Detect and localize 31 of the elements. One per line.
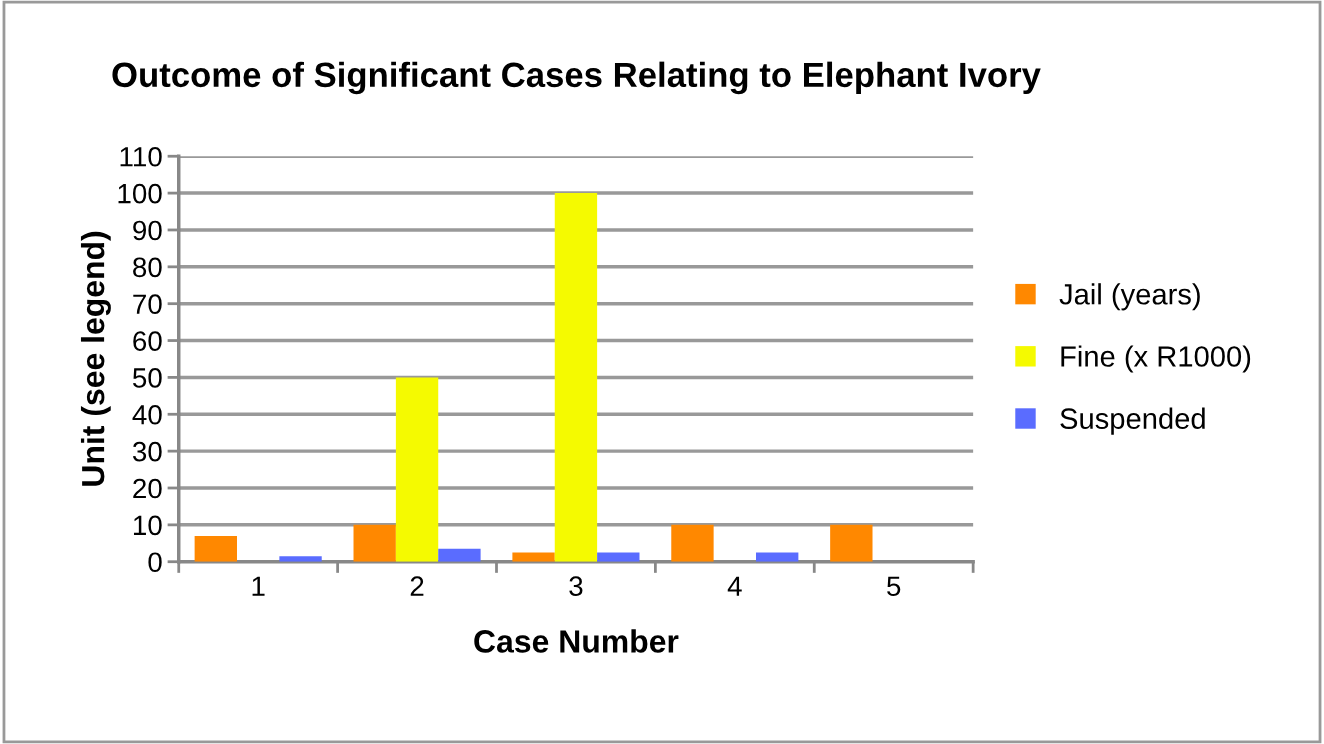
x-axis-title: Case Number xyxy=(474,629,679,653)
x-tick-label: 2 xyxy=(410,576,424,596)
y-tick-label: 30 xyxy=(132,441,162,462)
bar xyxy=(830,524,873,562)
y-tick-label: 100 xyxy=(118,183,162,204)
y-tick-label: 110 xyxy=(120,146,162,167)
bar xyxy=(395,377,439,562)
x-tick-label: 1 xyxy=(252,576,265,596)
y-tick-label: 60 xyxy=(133,331,162,351)
x-tick-label: 5 xyxy=(887,576,901,597)
y-tick-label: 70 xyxy=(133,294,162,315)
y-tick-label: 10 xyxy=(133,515,162,536)
y-axis-title: Unit (see legend) xyxy=(80,231,111,486)
legend-label: Jail (years) xyxy=(1059,283,1200,311)
y-tick-label: 90 xyxy=(133,220,162,241)
x-tick-label: 4 xyxy=(727,576,742,596)
bar xyxy=(554,193,598,562)
x-tick-label: 3 xyxy=(569,576,583,597)
y-tick-label: 0 xyxy=(148,552,162,573)
y-tick-label: 40 xyxy=(132,404,162,425)
bar xyxy=(279,556,322,562)
chart-title: Outcome of Significant Cases Relating to Elephant Ivory xyxy=(112,61,1041,95)
y-tick-label: 80 xyxy=(133,257,162,278)
bar xyxy=(353,524,396,562)
legend-label: Suspended xyxy=(1060,407,1205,435)
bar xyxy=(671,524,714,562)
bar xyxy=(438,548,481,562)
legend-label: Fine (x R1000) xyxy=(1061,345,1251,373)
y-tick-label: 20 xyxy=(133,478,162,499)
y-tick-label: 50 xyxy=(132,368,162,388)
bar xyxy=(194,535,237,562)
